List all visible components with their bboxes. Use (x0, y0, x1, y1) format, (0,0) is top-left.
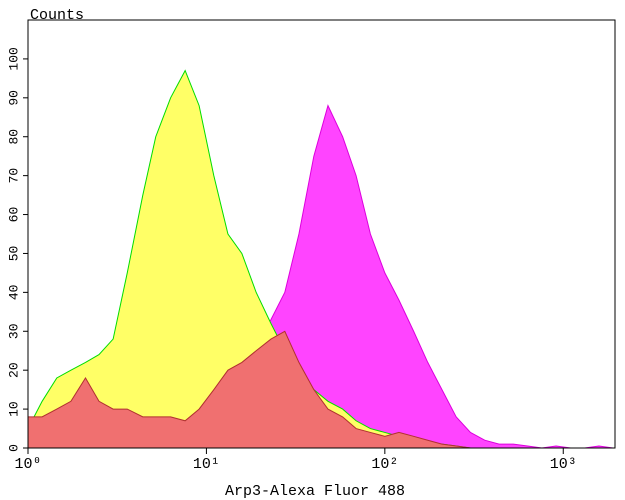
plot-frame (27, 19, 616, 449)
x-axis-label: Arp3-Alexa Fluor 488 (225, 483, 405, 500)
y-tick-label: 20 (6, 362, 21, 378)
x-tick-label: 10³ (550, 456, 577, 473)
y-tick-label: 60 (6, 207, 21, 223)
y-tick-label: 50 (6, 246, 21, 262)
x-tick-label: 10¹ (193, 456, 220, 473)
y-tick-label: 30 (6, 323, 21, 339)
y-tick-label: 100 (6, 47, 21, 70)
y-tick-label: 70 (6, 168, 21, 184)
x-tick-label: 10⁰ (14, 456, 41, 473)
y-axis-label: Counts (30, 7, 84, 24)
x-tick-label: 10² (371, 456, 398, 473)
y-tick-label: 80 (6, 129, 21, 145)
y-tick-label: 0 (6, 444, 21, 452)
y-tick-label: 90 (6, 90, 21, 106)
y-tick-label: 10 (6, 401, 21, 417)
y-tick-label: 40 (6, 285, 21, 301)
